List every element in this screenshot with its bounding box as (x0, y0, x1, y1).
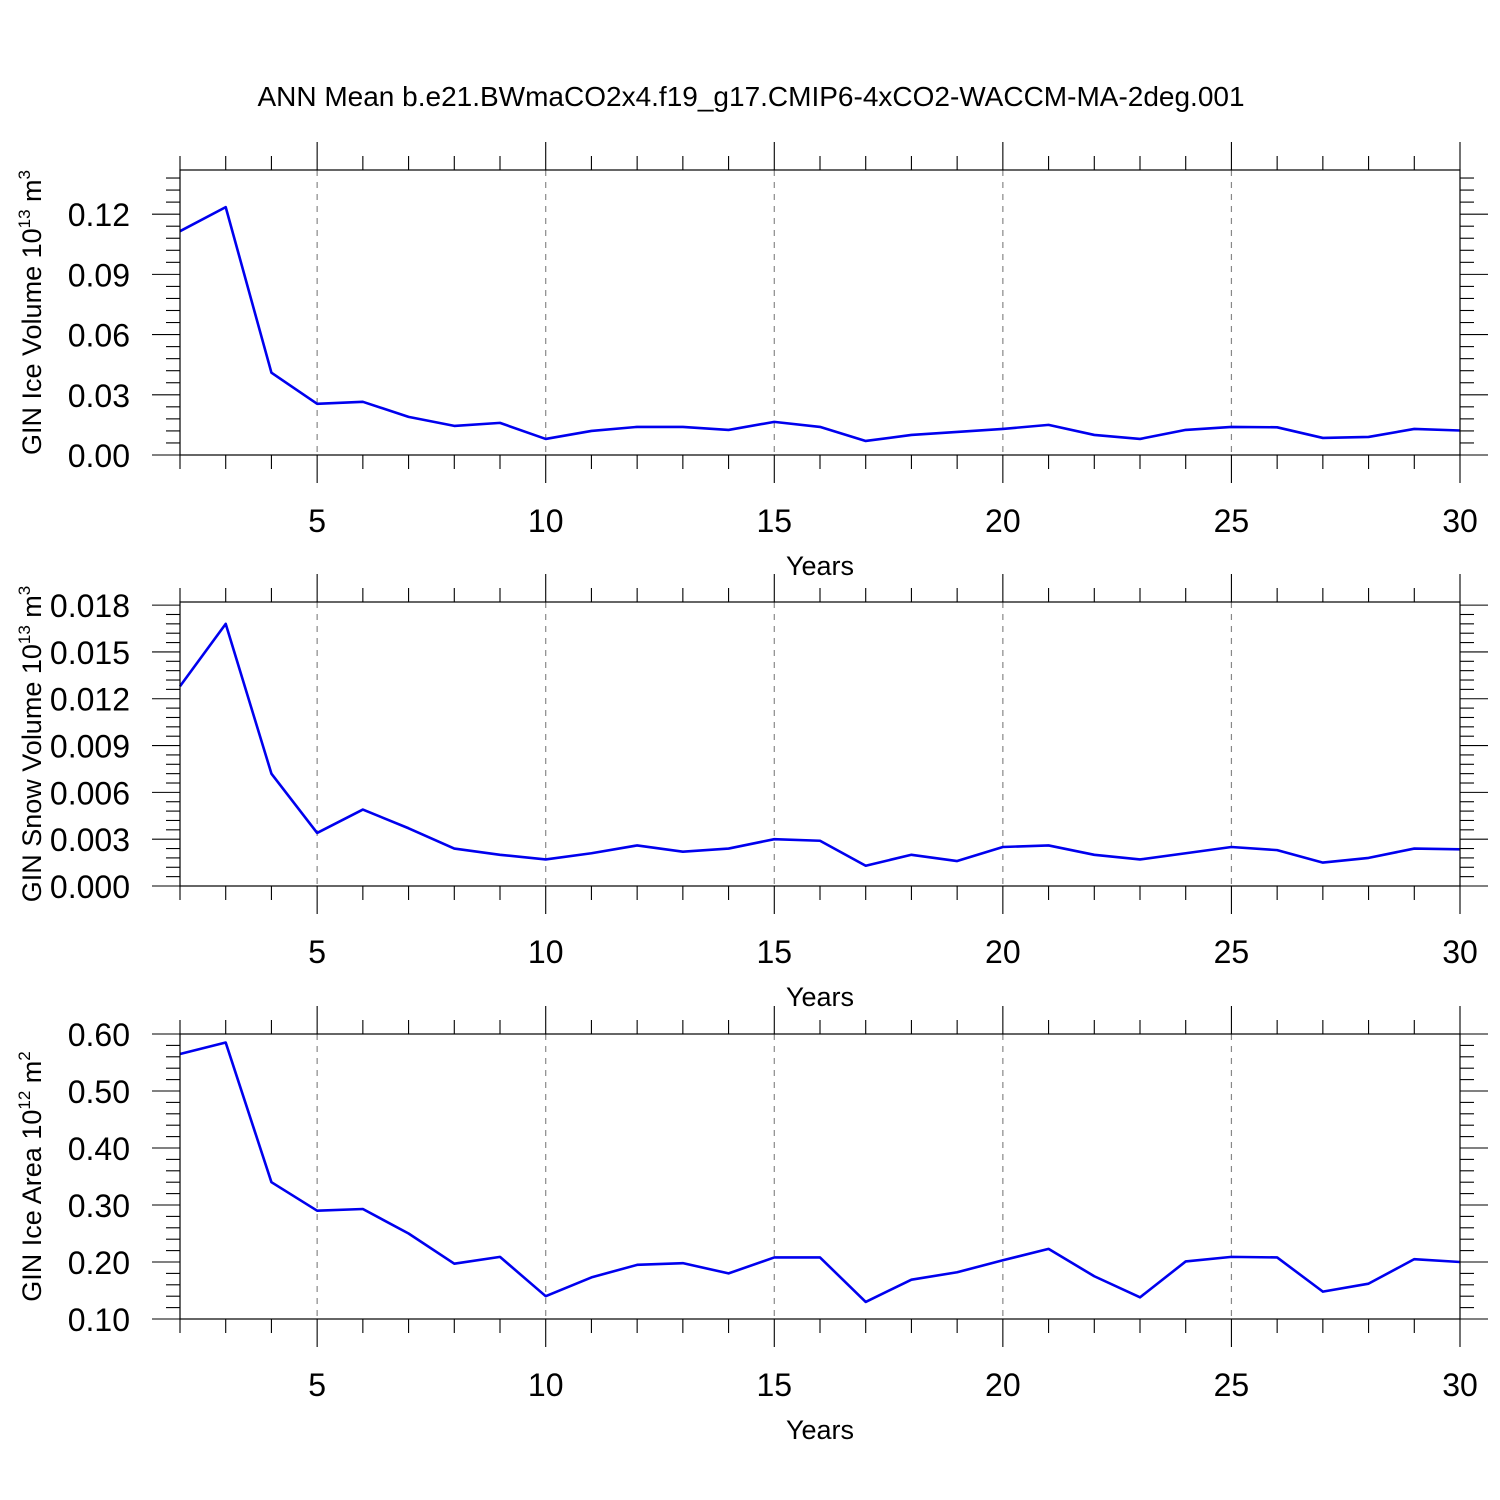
y-label-unit-exp: 3 (15, 586, 34, 595)
x-tick-label: 15 (756, 1367, 792, 1403)
y-label-unit-exp: 3 (15, 170, 34, 179)
y-label-unit-exp: 2 (15, 1051, 34, 1060)
y-tick-label: 0.20 (68, 1245, 130, 1281)
x-tick-label: 20 (985, 934, 1021, 970)
y-label-exp: 12 (15, 1091, 34, 1110)
y-tick-label: 0.10 (68, 1302, 130, 1338)
y-label-unit: m (17, 179, 47, 209)
x-tick-label: 25 (1214, 1367, 1250, 1403)
series-line (179, 205, 1461, 443)
x-tick-label: 10 (528, 934, 564, 970)
y-tick-label: 0.006 (50, 775, 130, 811)
x-tick-label: 30 (1442, 934, 1478, 970)
x-tick-label: 15 (756, 934, 792, 970)
panel-1: 5 10 15 20 25 30 Years 0.00 0.03 0.06 0.09 0.12 GIN … (15, 142, 1488, 581)
y-tick-label: 0.009 (50, 729, 130, 765)
y-tick-label: 0.03 (68, 378, 130, 414)
x-tick-label: 15 (756, 503, 792, 539)
plot-frame (179, 169, 1461, 456)
panels: 5 10 15 20 25 30Years0.000.030.060.090.12GIN … (15, 142, 1488, 1445)
y-axis-label: GIN Ice Area 1012 m2 (15, 1051, 47, 1302)
plot-frame (179, 1033, 1461, 1320)
x-axis-label: Years (786, 982, 854, 1012)
y-axis-label: GIN Ice Volume 1013 m3 (15, 170, 47, 455)
y-label-exp: 13 (15, 625, 34, 644)
y-tick-label: 0.003 (50, 822, 130, 858)
y-tick-label: 0.00 (68, 438, 130, 474)
y-tick-label: 0.015 (50, 635, 130, 671)
x-tick-label: 5 (308, 1367, 326, 1403)
x-axis-label: Years (786, 551, 854, 581)
series-line (179, 1041, 1461, 1304)
y-tick-label: 0.012 (50, 682, 130, 718)
y-tick-label: 0.60 (68, 1017, 130, 1053)
y-label-text: GIN Snow Volume 10 (17, 644, 47, 902)
x-tick-label: 30 (1442, 503, 1478, 539)
y-tick-label: 0.000 (50, 869, 130, 905)
x-tick-label: 10 (528, 503, 564, 539)
x-tick-label: 20 (985, 1367, 1021, 1403)
y-tick-label: 0.06 (68, 318, 130, 354)
y-label-text: GIN Ice Volume 10 (17, 228, 47, 455)
y-tick-label: 0.018 (50, 588, 130, 624)
y-label-text: GIN Ice Area 10 (17, 1110, 47, 1302)
y-tick-label: 0.50 (68, 1074, 130, 1110)
y-label-unit: m (17, 595, 47, 625)
y-axis-label: GIN Snow Volume 1013 m3 (15, 586, 47, 903)
x-tick-label: 5 (308, 934, 326, 970)
x-tick-label: 20 (985, 503, 1021, 539)
y-tick-label: 0.30 (68, 1188, 130, 1224)
y-tick-label: 0.12 (68, 197, 130, 233)
x-tick-label: 30 (1442, 1367, 1478, 1403)
x-tick-label: 5 (308, 503, 326, 539)
panel-2: 5 10 15 20 25 30 Years 0.000 0.003 0.006 0.009 0.01… (15, 574, 1488, 1012)
chart-title: ANN Mean b.e21.BWmaCO2x4.f19_g17.CMIP6-4… (257, 81, 1244, 112)
y-tick-label: 0.40 (68, 1131, 130, 1167)
y-label-exp: 13 (15, 209, 34, 228)
x-tick-label: 25 (1214, 503, 1250, 539)
y-label-unit: m (17, 1061, 47, 1091)
panel-3: 5 10 15 20 25 30 Years 0.10 0.20 0.30 0.40 0.50 0.60… (15, 1006, 1488, 1445)
x-tick-label: 25 (1214, 934, 1250, 970)
x-axis-label: Years (786, 1415, 854, 1445)
series-line (178, 622, 1461, 868)
x-tick-label: 10 (528, 1367, 564, 1403)
plot-frame (179, 601, 1461, 887)
y-tick-label: 0.09 (68, 257, 130, 293)
